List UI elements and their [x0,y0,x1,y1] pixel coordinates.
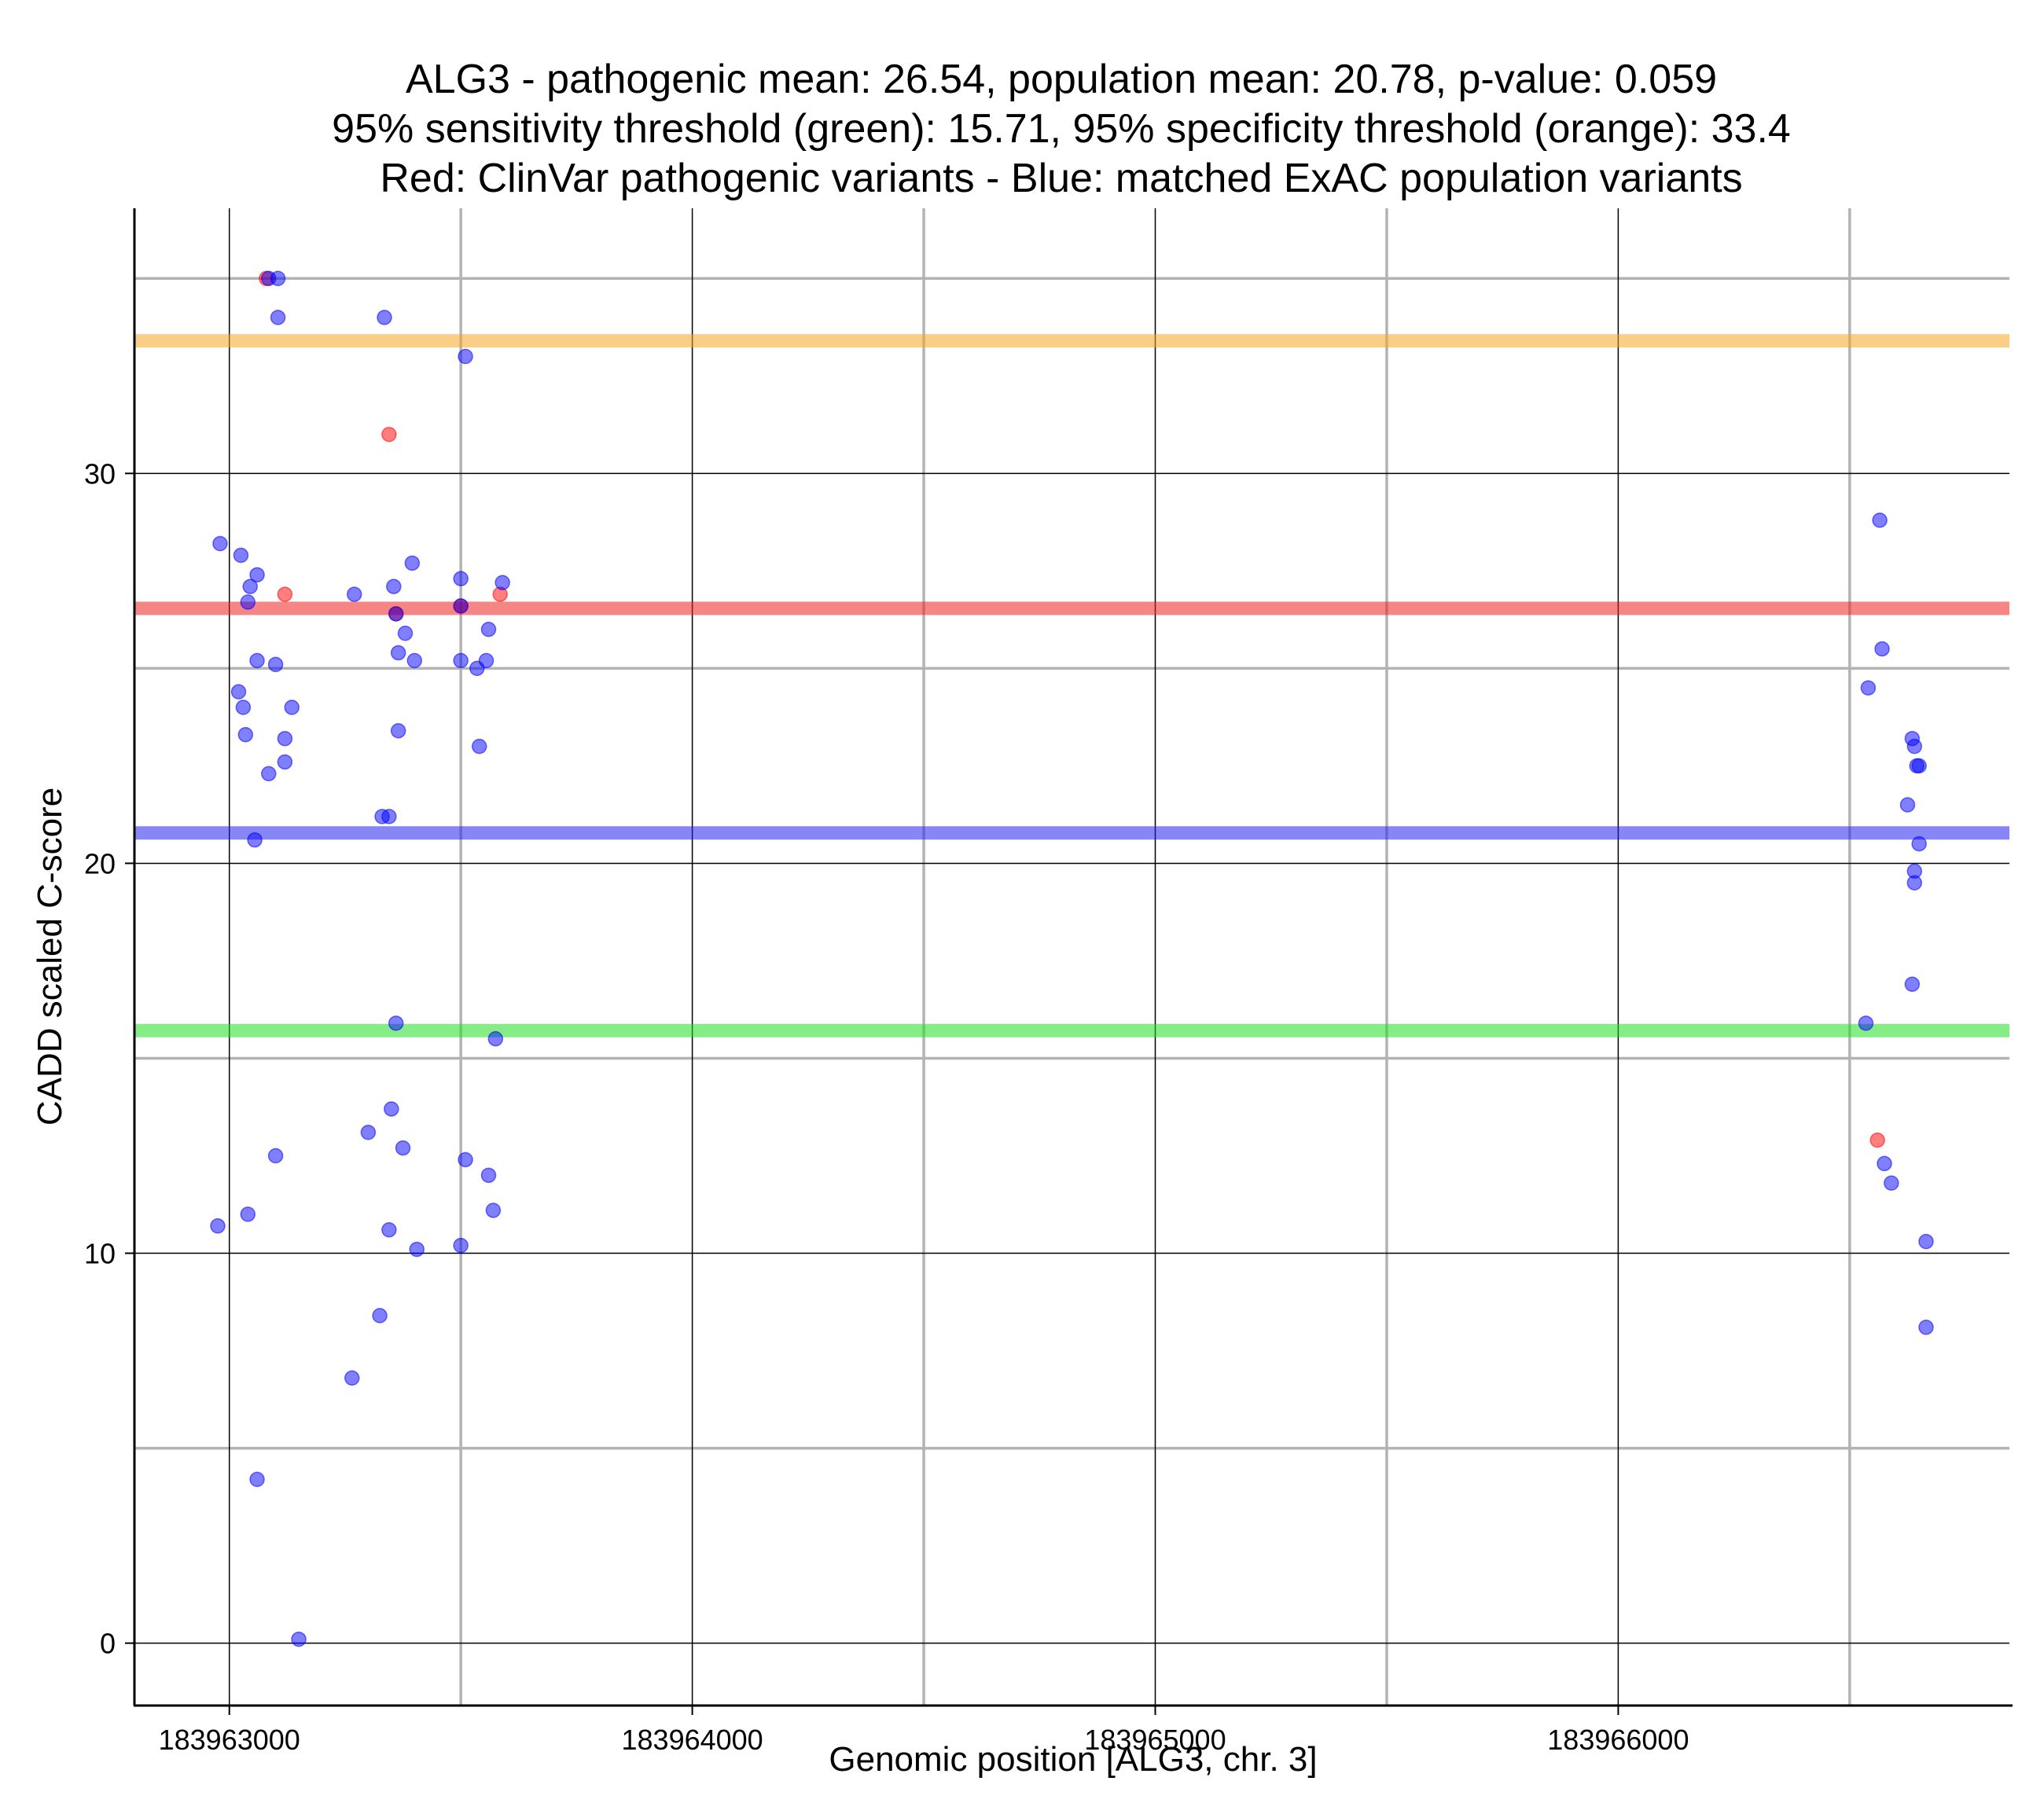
axes [133,208,2013,1707]
population-variant-point [1860,680,1877,696]
population-variant-point [249,567,265,583]
grid-lines [134,208,2009,1706]
population-variant-point [242,578,258,594]
population-variant-point [409,1241,425,1258]
y-tick-label: 30 [84,457,116,490]
population-variant-point [390,723,406,739]
population-variant-point [1911,758,1927,774]
data-points [210,270,1934,1647]
population-variant-point [480,622,497,637]
population-variant-point [346,586,362,602]
population-variant-point [453,598,469,614]
population-variant-point [237,726,254,743]
population-variant-point [478,652,494,669]
population-variant-point [210,1218,226,1234]
pathogenic-variant-point [381,426,397,442]
tick-labels: 0 10 20 30 183963000 183964000 183965000 183966… [84,457,1689,1756]
population-variant-point [1877,1155,1892,1172]
population-variant-point [230,684,247,700]
population-variant-point [397,625,414,641]
y-tick-label: 20 [84,847,116,879]
population-variant-point [388,1015,404,1031]
x-tick-label: 183964000 [622,1724,763,1756]
population-variant-point [1884,1175,1899,1191]
y-tick-label: 10 [84,1238,116,1270]
population-variant-point [249,652,265,669]
x-tick-label: 183963000 [159,1724,300,1756]
population-variant-point [247,832,263,848]
population-variant-point [261,766,277,782]
population-variant-point [372,1308,388,1324]
title-line-1: ALG3 - pathogenic mean: 26.54, populatio… [406,57,1717,102]
y-tick-label: 0 [100,1628,116,1660]
population-variant-point [395,1140,411,1156]
population-variant-point [406,652,423,669]
population-variant-point [1918,1320,1934,1335]
population-variant-point [1874,641,1890,657]
x-axis-title: Genomic position [ALG3, chr. 3] [829,1740,1317,1779]
population-variant-point [267,1148,284,1164]
x-tick-label: 183965000 [1084,1724,1226,1756]
population-variant-point [453,1237,469,1254]
population-variant-point [458,1151,473,1168]
population-variant-point [471,738,487,755]
population-variant-point [240,594,256,610]
population-variant-point [458,348,473,365]
population-variant-point [386,578,402,594]
population-variant-point [277,754,293,770]
population-variant-point [277,730,293,747]
reference-lines [134,334,2009,1037]
population-variant-point [1872,512,1888,528]
population-variant-point [284,700,300,715]
population-variant-point [291,1631,307,1647]
population-variant-point [494,575,510,590]
population-variant-point [1918,1233,1934,1250]
population-variant-point [453,652,469,669]
pathogenic-variant-point [277,586,293,602]
population-variant-point [1858,1015,1874,1031]
title-line-3: Red: ClinVar pathogenic variants - Blue:… [380,156,1742,201]
population-variant-point [404,555,421,571]
population-variant-point [453,571,469,587]
population-variant-point [270,270,286,287]
population-variant-point [249,1471,265,1488]
population-variant-point [384,1101,399,1117]
chart-title: ALG3 - pathogenic mean: 26.54, populatio… [332,57,1791,201]
population-variant-point [1906,875,1923,890]
y-axis-title: CADD scaled C-score [31,788,69,1125]
population-variant-point [235,700,252,715]
population-variant-point [344,1370,360,1386]
population-variant-point [487,1030,504,1047]
population-variant-point [267,656,284,673]
x-tick-label: 183966000 [1547,1724,1689,1756]
population-variant-point [233,547,249,564]
population-variant-point [381,1222,397,1238]
population-variant-point [390,644,406,661]
population-variant-point [270,310,286,325]
population-variant-point [360,1124,377,1140]
population-variant-point [485,1203,502,1218]
population-variant-point [240,1206,256,1222]
population-variant-point [381,809,397,824]
population-variant-point [388,606,404,622]
population-variant-point [1906,738,1923,755]
population-variant-point [480,1167,497,1184]
pathogenic-variant-point [1869,1132,1885,1148]
population-variant-point [1899,797,1916,813]
population-variant-point [377,310,392,325]
population-variant-point [1904,976,1921,992]
population-variant-point [212,535,228,552]
population-variant-point [1911,835,1927,852]
title-line-2: 95% sensitivity threshold (green): 15.71… [332,106,1791,152]
